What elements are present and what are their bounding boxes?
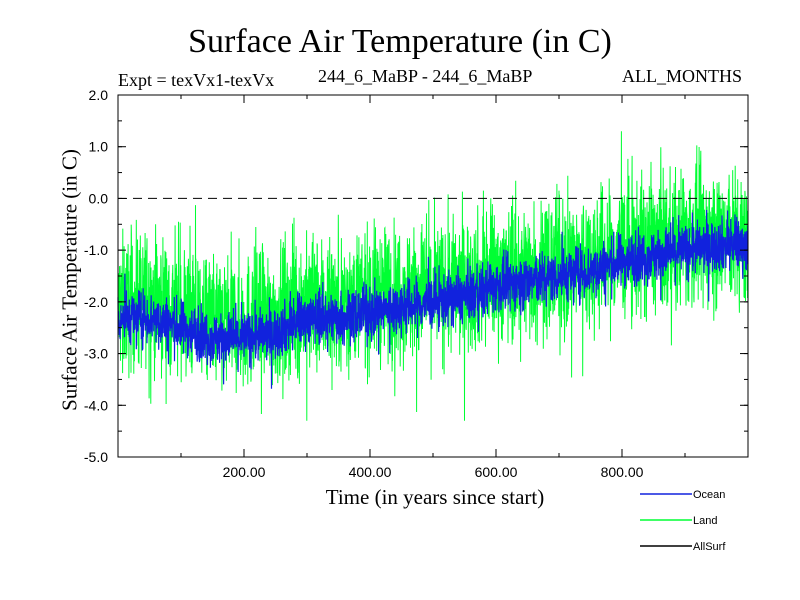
x-tick-label: 600.00 xyxy=(475,464,518,480)
y-tick-label: -1.0 xyxy=(84,242,108,258)
y-tick-label: 0.0 xyxy=(89,190,109,206)
x-tick-label: 400.00 xyxy=(349,464,392,480)
plot-series xyxy=(117,131,749,421)
y-tick-label: 2.0 xyxy=(89,87,109,103)
series-line-ocean xyxy=(117,209,749,389)
legend-label-land: Land xyxy=(693,515,717,527)
chart-title: Surface Air Temperature (in C) xyxy=(188,23,612,60)
y-tick-label: -5.0 xyxy=(84,449,108,465)
legend: Ocean Land AllSurf xyxy=(640,489,726,553)
y-tick-label: 1.0 xyxy=(89,139,109,155)
run-label: 244_6_MaBP - 244_6_MaBP xyxy=(318,66,533,86)
x-tick-label: 800.00 xyxy=(601,464,644,480)
y-tick-label: -3.0 xyxy=(84,346,108,362)
y-tick-label: -2.0 xyxy=(84,294,108,310)
series-line-land xyxy=(117,131,749,421)
months-label: ALL_MONTHS xyxy=(622,66,742,86)
x-tick-label: 200.00 xyxy=(223,464,266,480)
y-tick-label: -4.0 xyxy=(84,397,108,413)
axis-ticks: 2.0 1.0 0.0 -1.0 -2.0 -3.0 -4.0 -5.0 200.00 400.0… xyxy=(84,87,748,480)
x-axis-label: Time (in years since start) xyxy=(325,485,545,509)
legend-label-ocean: Ocean xyxy=(693,489,725,501)
experiment-label: Expt = texVx1-texVx xyxy=(118,70,275,90)
legend-label-allsurf: AllSurf xyxy=(693,541,726,553)
